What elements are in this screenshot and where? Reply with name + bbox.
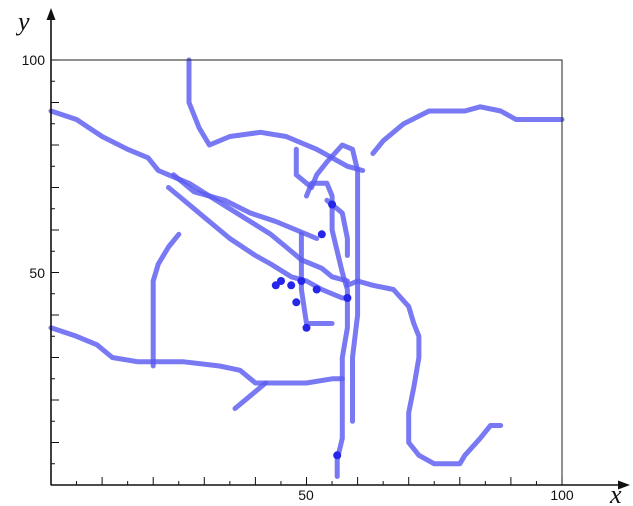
series-line-13 [344,278,504,467]
plot-frame [50,59,563,486]
junction-node-10 [317,230,326,239]
series-line-8 [232,380,269,411]
junction-node-7 [333,451,342,460]
series-line-9 [298,231,335,326]
junction-node-3 [297,277,306,285]
y-tick-label-100: 100 [22,52,46,68]
junction-node-5 [292,298,301,307]
junction-node-4 [312,285,321,294]
junction-node-2 [287,281,296,290]
x-tick-label-50: 50 [298,487,314,503]
series-line-7 [48,325,345,386]
y-axis-label: y [15,7,30,36]
series-layer [48,57,565,479]
x-tick-label-100: 100 [550,487,574,503]
tick-marks [50,59,563,486]
junction-node-8 [343,294,352,302]
node-layer [271,200,352,460]
y-tick-label-50: 50 [29,265,45,281]
series-line-5 [166,185,350,301]
series-line-6 [150,231,182,369]
series-line-11 [293,142,361,424]
y-axis-arrow [46,8,56,20]
junction-node-9 [328,200,337,209]
x-axis-arrow [618,480,630,490]
junction-node-11 [271,281,280,290]
series-line-10 [304,180,350,479]
x-axis-label: x [609,480,622,506]
series-line-4 [171,172,320,241]
junction-node-6 [302,323,311,332]
series-line-1 [186,57,366,173]
series-line-2 [370,104,565,156]
